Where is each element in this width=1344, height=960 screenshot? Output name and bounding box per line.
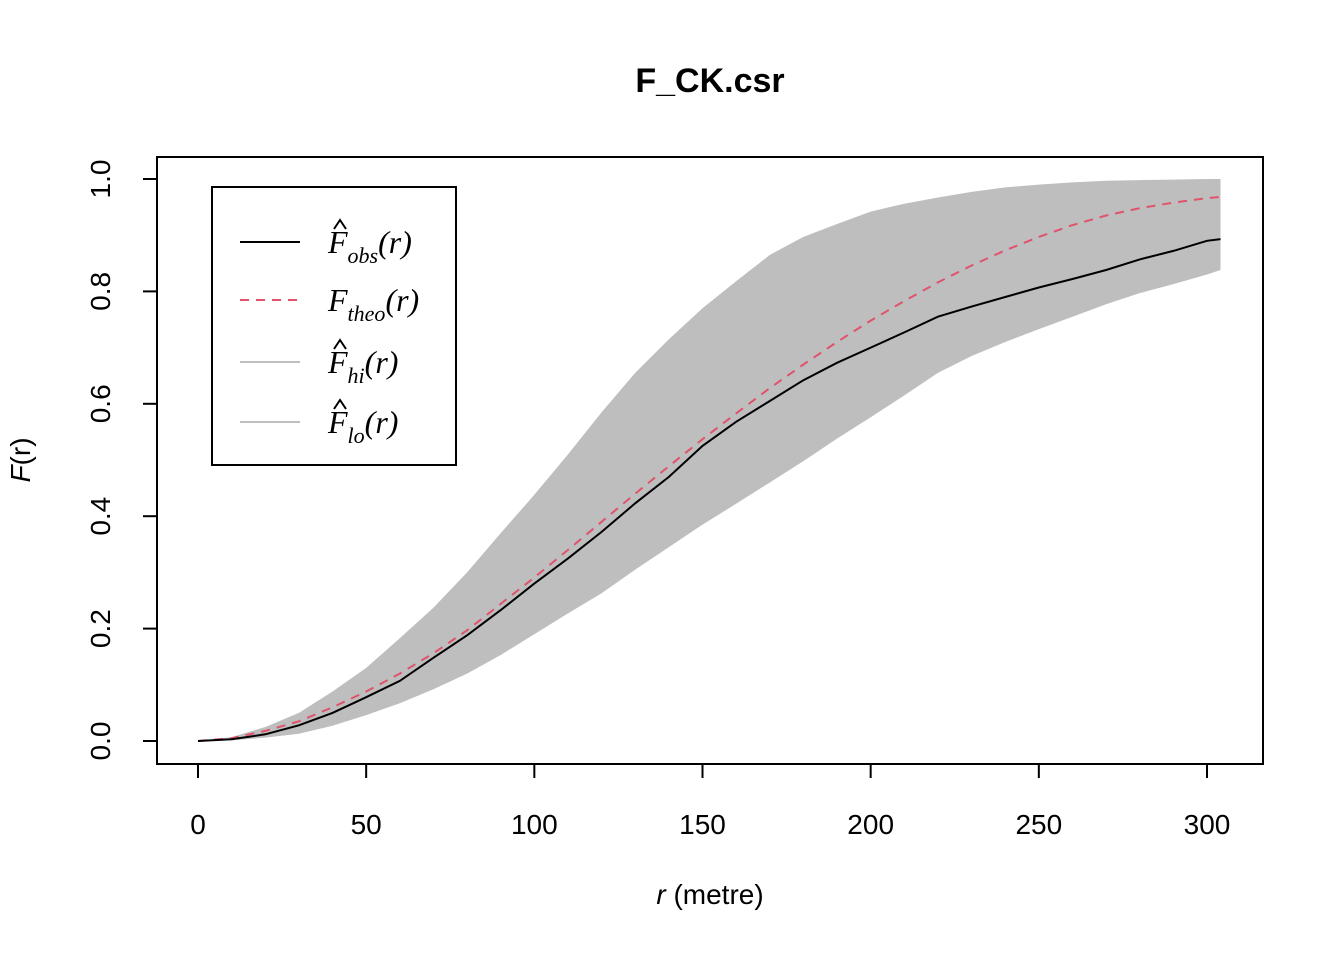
x-tick-label: 50	[351, 809, 382, 840]
x-axis-label-unit: (metre)	[673, 879, 763, 910]
x-tick-label: 300	[1184, 809, 1231, 840]
y-axis-label-symbol: F	[5, 464, 36, 483]
envelope-band	[198, 179, 1221, 741]
y-tick-label: 0.2	[85, 609, 116, 648]
y-axis-label-arg: (r)	[5, 437, 36, 465]
y-tick-label: 0.4	[85, 497, 116, 536]
legend-symbol: F	[327, 404, 348, 440]
legend-subscript: lo	[348, 423, 365, 448]
series-line-obs	[197, 238, 1221, 742]
legend-arg: (r)	[385, 282, 419, 318]
legend-arg: (r)	[378, 224, 412, 260]
chart-title: F_CK.csr	[635, 62, 784, 100]
y-tick-label: 0.6	[85, 384, 116, 423]
legend-subscript: theo	[348, 301, 386, 326]
plot-area	[197, 179, 1221, 742]
plot-frame	[156, 156, 1264, 765]
legend-arg: (r)	[365, 344, 399, 380]
legend: Fobs(r)Ftheo(r)Fhi(r)Flo(r)	[211, 186, 457, 466]
series-line-theo	[197, 196, 1221, 742]
y-axis-label: F(r)	[5, 437, 36, 482]
hat-accent-icon	[333, 338, 347, 350]
legend-label-lo: Flo(r)	[327, 404, 398, 448]
x-tick-label: 200	[847, 809, 894, 840]
hat-accent-icon	[333, 218, 347, 230]
x-axis-label: r (metre)	[656, 879, 763, 910]
legend-label-hi: Fhi(r)	[327, 344, 398, 388]
y-tick-label: 0.8	[85, 272, 116, 311]
legend-label-obs: Fobs(r)	[327, 224, 412, 268]
legend-symbol: F	[327, 344, 348, 380]
y-tick-label: 1.0	[85, 160, 116, 199]
legend-symbol: F	[327, 282, 348, 318]
x-tick-label: 150	[679, 809, 726, 840]
x-tick-label: 250	[1015, 809, 1062, 840]
x-axis-label-symbol: r	[656, 879, 667, 910]
x-tick-label: 0	[190, 809, 206, 840]
legend-symbol: F	[327, 224, 348, 260]
hat-accent-icon	[333, 398, 347, 410]
y-tick-label: 0.0	[85, 722, 116, 761]
legend-subscript: hi	[348, 363, 365, 388]
legend-label-theo: Ftheo(r)	[327, 282, 419, 326]
legend-box	[211, 186, 457, 466]
legend-subscript: obs	[348, 243, 379, 268]
legend-arg: (r)	[365, 404, 399, 440]
x-tick-label: 100	[511, 809, 558, 840]
